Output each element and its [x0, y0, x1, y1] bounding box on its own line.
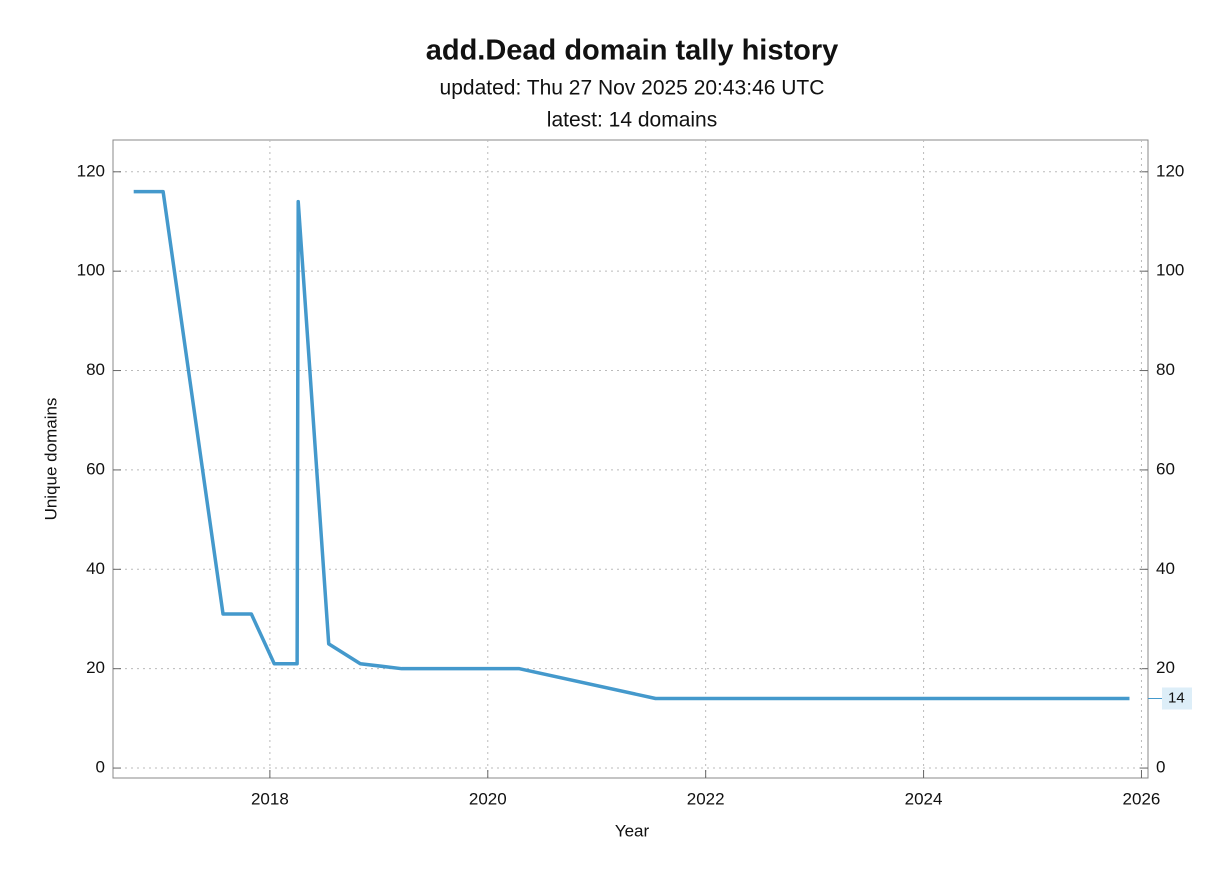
- y2-tick-label: 80: [1156, 360, 1175, 379]
- y-tick-label: 20: [86, 658, 105, 677]
- x-tick-label: 2022: [687, 789, 725, 808]
- y2-tick-label: 40: [1156, 559, 1175, 578]
- plot-frame: [112, 139, 1149, 779]
- x-tick-label: 2024: [905, 789, 943, 808]
- y2-tick-label: 100: [1156, 261, 1184, 280]
- y2-tick-label: 120: [1156, 161, 1184, 180]
- data-line: [133, 189, 1130, 701]
- chart-subtitle: latest: 14 domains: [547, 109, 717, 132]
- chart-title: add.Dead domain tally history: [426, 35, 839, 67]
- chart-subtitle: updated: Thu 27 Nov 2025 20:43:46 UTC: [440, 77, 825, 100]
- y-axis-label: Unique domains: [41, 398, 60, 521]
- y2-tick-label: 60: [1156, 459, 1175, 478]
- y-tick-label: 60: [86, 459, 105, 478]
- y-tick-label: 0: [96, 758, 105, 777]
- y2-tick-label: 20: [1156, 658, 1175, 677]
- last-value-label: 14: [1168, 689, 1185, 706]
- x-tick-label: 2020: [469, 789, 507, 808]
- y-tick-label: 40: [86, 559, 105, 578]
- x-tick-label: 2026: [1123, 789, 1161, 808]
- last-value-box: [1162, 687, 1192, 710]
- y-tick-label: 80: [86, 360, 105, 379]
- x-tick-label: 2018: [251, 789, 289, 808]
- y2-tick-label: 0: [1156, 758, 1165, 777]
- y-tick-label: 120: [77, 161, 105, 180]
- y-tick-label: 100: [77, 261, 105, 280]
- x-axis-label: Year: [615, 821, 650, 840]
